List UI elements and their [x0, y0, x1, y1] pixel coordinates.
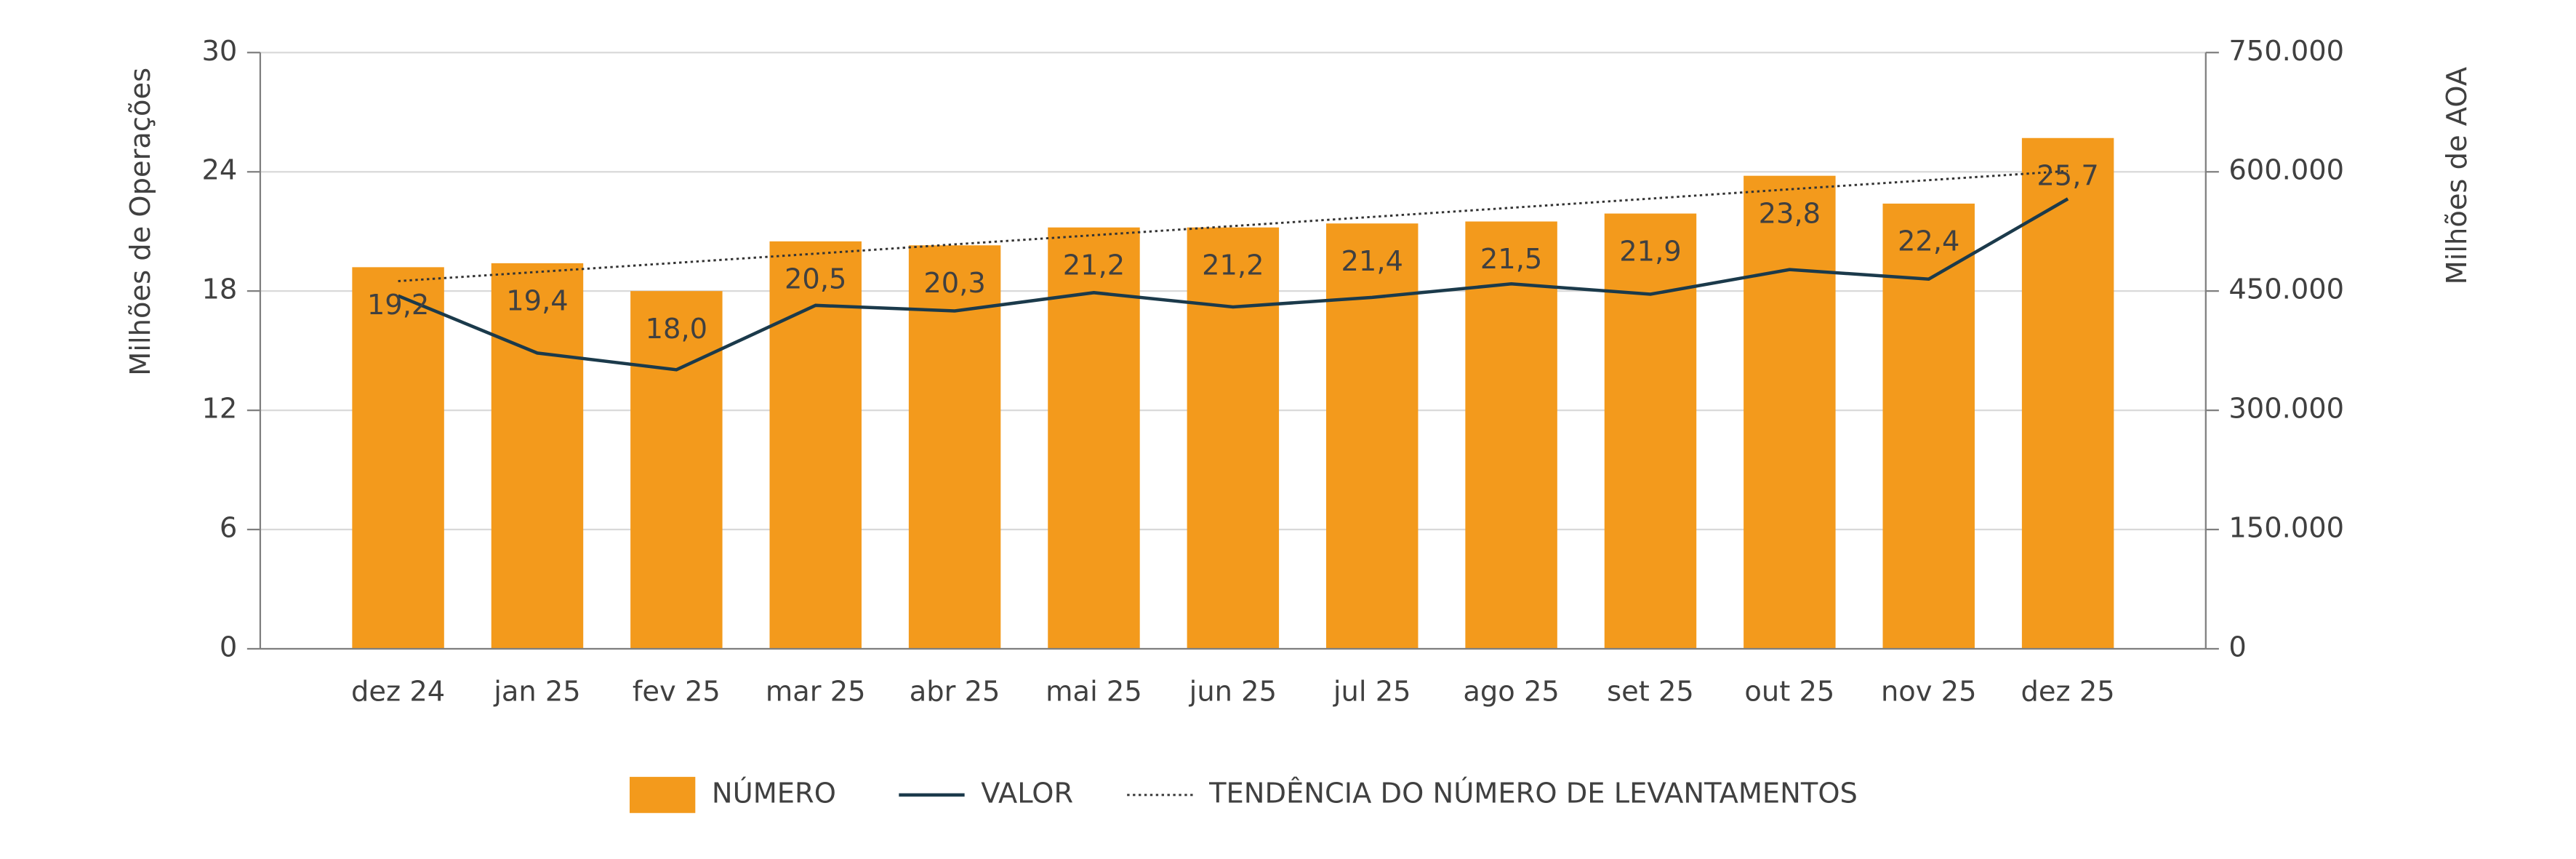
y2-tick-label: 0: [2228, 631, 2246, 663]
x-tick-label: mar 25: [766, 675, 866, 708]
legend-label: TENDÊNCIA DO NÚMERO DE LEVANTAMENTOS: [1208, 775, 1858, 810]
y-tick-label: 0: [220, 631, 237, 663]
data-label: 25,7: [2037, 159, 2098, 192]
y-tick-label: 24: [201, 154, 237, 187]
bar: [491, 263, 584, 649]
x-tick-label: jan 25: [493, 675, 581, 708]
bar: [1604, 213, 1697, 649]
x-tick-label: ago 25: [1463, 675, 1559, 708]
data-label: 21,5: [1480, 243, 1542, 276]
data-label: 23,8: [1759, 197, 1821, 230]
data-label: 20,5: [785, 263, 846, 296]
bar: [1048, 227, 1140, 649]
y2-axis-title: Milhões de AOA: [2441, 67, 2473, 285]
bar: [630, 291, 723, 649]
y2-tick-label: 300.000: [2228, 393, 2344, 425]
bar: [769, 241, 862, 649]
y2-tick-label: 600.000: [2228, 154, 2344, 187]
x-tick-label: fev 25: [633, 675, 721, 708]
y-axis-title: Milhões de Operações: [124, 68, 157, 376]
x-tick-label: dez 25: [2021, 675, 2115, 708]
x-tick-label: dez 24: [351, 675, 445, 708]
data-label: 20,3: [923, 267, 985, 300]
x-tick-label: jul 25: [1333, 675, 1411, 708]
x-tick-label: nov 25: [1881, 675, 1977, 708]
y2-tick-label: 750.000: [2228, 35, 2344, 68]
data-label: 21,2: [1202, 249, 1264, 281]
data-label: 21,4: [1341, 245, 1403, 278]
line: [397, 197, 2069, 372]
legend-label: VALOR: [981, 777, 1073, 810]
x-tick-label: out 25: [1744, 675, 1834, 708]
data-label: 21,2: [1063, 249, 1125, 281]
bar: [1326, 223, 1419, 649]
data-label: 18,0: [646, 313, 707, 345]
legend-swatch: [629, 777, 696, 813]
data-label: 19,4: [506, 285, 568, 318]
y-tick-label: 30: [201, 35, 237, 68]
x-tick-label: abr 25: [910, 675, 1000, 708]
x-tick-label: jun 25: [1189, 675, 1277, 708]
bar: [1465, 221, 1557, 649]
legend-label: NÚMERO: [712, 775, 836, 810]
bar: [1882, 203, 1975, 649]
bar: [908, 245, 1001, 649]
bar: [352, 267, 444, 649]
x-tick-label: set 25: [1607, 675, 1694, 708]
y2-tick-label: 450.000: [2228, 273, 2344, 306]
data-label: 21,9: [1619, 235, 1681, 268]
bar: [1744, 175, 1836, 649]
bar: [2021, 137, 2114, 649]
data-label: 19,2: [367, 289, 429, 321]
bar: [1187, 227, 1280, 649]
data-label: 22,4: [1898, 225, 1959, 258]
y-tick-label: 12: [201, 393, 237, 425]
x-tick-label: mai 25: [1046, 675, 1142, 708]
y-tick-label: 18: [201, 273, 237, 306]
y2-tick-label: 150.000: [2228, 512, 2344, 545]
y-tick-label: 6: [220, 512, 237, 545]
